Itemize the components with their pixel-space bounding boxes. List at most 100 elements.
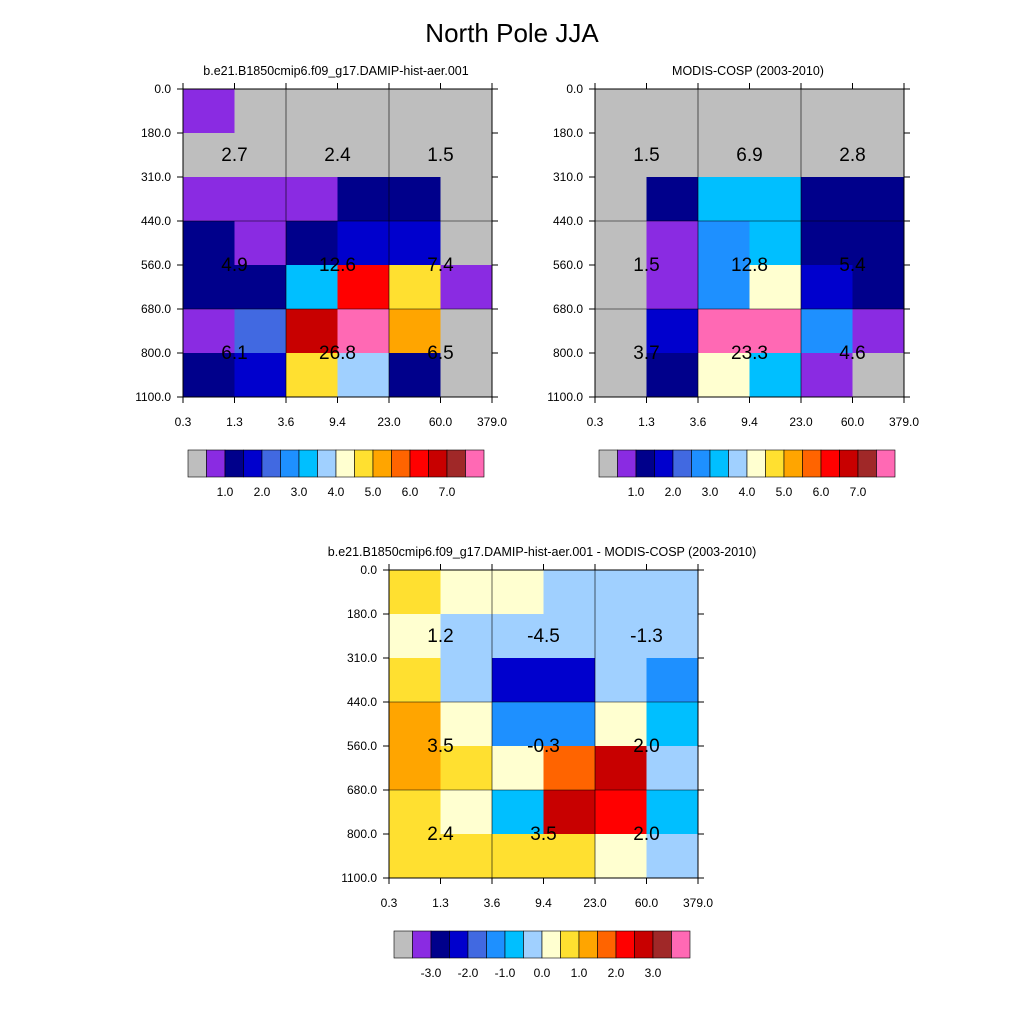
cell-value-label: 12.8 [731, 255, 768, 276]
colorbar-swatch [876, 449, 896, 478]
heatmap-model: 0.0 180.0 310.0 440.0 560.0 680.0 800.0 1100.0 0… [135, 82, 507, 499]
x-tick-label: 379.0 [477, 415, 507, 429]
heatmap-cell [440, 133, 493, 178]
cell-value-label: 7.4 [427, 255, 454, 276]
colorbar-label: -3.0 [421, 966, 442, 980]
x-tick-label: 1.3 [638, 415, 655, 429]
y-tick-label: 1100.0 [547, 390, 583, 404]
colorbar-swatch [597, 930, 617, 959]
heatmap-cell [286, 89, 338, 134]
colorbar-label: 3.0 [291, 485, 308, 499]
colorbar-label: 2.0 [608, 966, 625, 980]
cell-value-label: -4.5 [527, 626, 560, 647]
cell-value-label: 2.4 [324, 145, 351, 166]
heatmap-cell [389, 309, 441, 354]
heatmap-cell [646, 790, 699, 835]
colorbar-swatch [598, 449, 618, 478]
colorbar-swatch [820, 449, 840, 478]
heatmap-cell [852, 353, 905, 398]
heatmap-cell [389, 746, 441, 791]
heatmap-cell [440, 658, 493, 703]
y-tick-label: 180.0 [553, 126, 583, 140]
y-tick-label: 680.0 [553, 302, 583, 316]
heatmap-cell [749, 177, 802, 222]
heatmap-cell [440, 834, 493, 879]
colorbar-label: 3.0 [702, 485, 719, 499]
colorbar-swatch [802, 449, 822, 478]
colorbar-label: 6.0 [402, 485, 419, 499]
heatmap-cell [286, 265, 338, 310]
colorbar-label: 5.0 [365, 485, 382, 499]
heatmap-cell [646, 265, 699, 310]
y-tick-label: 560.0 [347, 739, 377, 753]
colorbar-label: 0.0 [534, 966, 551, 980]
heatmap-cell [389, 221, 441, 266]
cell-value-label: 5.4 [839, 255, 866, 276]
heatmap-cell [440, 309, 493, 354]
heatmap-cell [183, 309, 235, 354]
heatmap-cell [646, 702, 699, 747]
y-tick-label: 680.0 [347, 783, 377, 797]
cell-value-label: 4.9 [221, 255, 247, 276]
colorbar-label: 7.0 [850, 485, 867, 499]
x-tick-label: 3.6 [278, 415, 295, 429]
heatmap-cell [389, 790, 441, 835]
x-tick-label: 23.0 [789, 415, 813, 429]
cell-value-label: 1.2 [427, 626, 453, 647]
x-tick-label: 9.4 [329, 415, 346, 429]
heatmap-cell [595, 790, 647, 835]
heatmap-cell [286, 353, 338, 398]
colorbar-swatch [839, 449, 859, 478]
x-tick-label: 23.0 [377, 415, 401, 429]
heatmap-cell [646, 658, 699, 703]
y-tick-label: 1100.0 [135, 390, 171, 404]
colorbar-swatch [224, 449, 244, 478]
x-tick-label: 9.4 [535, 896, 552, 910]
y-tick-label: 800.0 [553, 346, 583, 360]
heatmap-cell [801, 89, 853, 134]
cell-value-label: 2.0 [633, 824, 659, 845]
colorbar-swatch [412, 930, 432, 959]
y-tick-label: 180.0 [141, 126, 171, 140]
heatmap-cell [492, 702, 544, 747]
y-tick-label: 680.0 [141, 302, 171, 316]
y-tick-label: 800.0 [347, 827, 377, 841]
heatmap-cell [543, 790, 596, 835]
heatmap-cell [543, 834, 596, 879]
cell-value-label: 23.3 [731, 343, 768, 364]
heatmap-cell [389, 658, 441, 703]
heatmap-cell [595, 614, 647, 659]
colorbar-label: -2.0 [458, 966, 479, 980]
heatmap-obs: 0.0 180.0 310.0 440.0 560.0 680.0 800.0 1100.0 0… [547, 82, 919, 499]
heatmap-cell [440, 353, 493, 398]
heatmap-cell [492, 570, 544, 615]
heatmap-cell [440, 614, 493, 659]
colorbar-model: 1.0 2.0 3.0 4.0 5.0 6.0 7.0 [187, 449, 485, 499]
colorbar-swatch [578, 930, 598, 959]
heatmap-cell [440, 570, 493, 615]
cell-value-label: 3.5 [530, 824, 556, 845]
colorbar-swatch [467, 930, 487, 959]
colorbar-swatch [187, 449, 207, 478]
colorbar-swatch [409, 449, 429, 478]
heatmap-cell [543, 702, 596, 747]
x-tick-label: 1.3 [226, 415, 243, 429]
heatmap-cell [646, 614, 699, 659]
heatmap-diff: 0.0 180.0 310.0 440.0 560.0 680.0 800.0 1100.0 0… [341, 563, 713, 980]
heatmap-cell [183, 89, 235, 134]
x-tick-label: 0.3 [175, 415, 192, 429]
y-tick-label: 310.0 [553, 170, 583, 184]
heatmap-cell [646, 309, 699, 354]
heatmap-cell [801, 265, 853, 310]
colorbar-obs: 1.0 2.0 3.0 4.0 5.0 6.0 7.0 [598, 449, 896, 499]
colorbar-swatch [504, 930, 524, 959]
colorbar-swatch [298, 449, 318, 478]
cell-value-label: 2.0 [633, 736, 659, 757]
colorbar-label: 5.0 [776, 485, 793, 499]
heatmap-cell [749, 353, 802, 398]
colorbar-swatch [317, 449, 337, 478]
colorbar-label: 1.0 [571, 966, 588, 980]
colorbar-swatch [709, 449, 729, 478]
heatmap-cell [389, 177, 441, 222]
